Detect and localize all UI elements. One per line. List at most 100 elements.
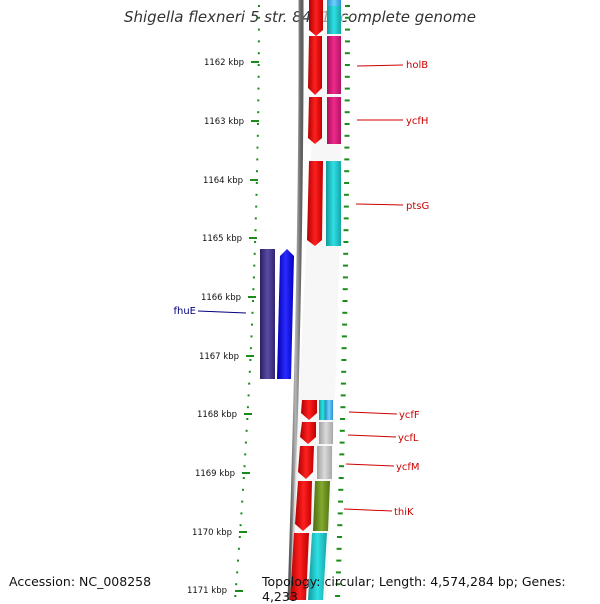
scale-dot: [234, 595, 237, 597]
gene-label-holB[interactable]: holB: [406, 60, 428, 71]
cog-track: [308, 0, 341, 600]
scale-dot: [244, 441, 247, 444]
scale-dot: [344, 182, 350, 184]
gene-label-ycfL[interactable]: ycfL: [398, 433, 419, 444]
scale-dot: [257, 87, 260, 90]
gene-label-thiK[interactable]: thiK: [394, 507, 414, 518]
scale-dot: [343, 229, 349, 232]
gene-label-ycfH[interactable]: ycfH: [406, 116, 428, 127]
cog-block-holB: [327, 36, 341, 94]
scale-dot: [345, 40, 350, 43]
scale-dot: [337, 524, 343, 527]
scale-dot: [340, 382, 346, 385]
scale-dot: [257, 28, 260, 31]
accession-text: Accession: NC_008258: [9, 574, 152, 589]
scale-dot: [344, 134, 350, 137]
scale-dot: [255, 205, 258, 208]
scale-dot: [250, 335, 253, 338]
scale-dot: [240, 512, 243, 515]
gene-label-ycfF[interactable]: ycfF: [399, 410, 420, 421]
scale-dot: [242, 488, 244, 491]
scale-dot: [344, 99, 350, 102]
leader-holB: [356, 64, 404, 67]
scale-dot: [257, 52, 260, 55]
ruler-labels: 1162 kbp 1163 kbp 1164 kbp 1165 kbp 1166…: [187, 58, 244, 596]
scale-dot: [252, 300, 254, 302]
scale-dot: [236, 571, 239, 574]
gene-arrow-ycfL: [300, 422, 316, 444]
scale-dot: [343, 264, 348, 267]
leader-ptsG: [355, 203, 404, 206]
gene-labels: holB ycfH ptsG fhuE ycfF ycfL ycfM thiK: [173, 60, 429, 518]
scale-dot: [256, 146, 259, 149]
scale-dot: [342, 288, 348, 291]
reverse-strand-genes: [260, 249, 294, 379]
cog-block-fhuE: [260, 249, 275, 379]
gene-arrow-ycfM: [298, 446, 314, 479]
scale-dot: [235, 583, 238, 586]
scale-dot: [339, 429, 345, 432]
scale-dot: [251, 311, 254, 314]
scale-dot: [253, 252, 256, 255]
leader-thiK: [343, 508, 393, 512]
tick-label-1168: 1168 kbp: [197, 410, 237, 420]
tick-label-1169: 1169 kbp: [195, 469, 235, 479]
scale-dot: [344, 52, 350, 55]
scale-dot: [246, 406, 249, 409]
scale-dot: [246, 418, 249, 420]
scale-dot: [254, 229, 257, 232]
scale-dot: [344, 111, 350, 114]
gene-arrow-fhuE: [277, 249, 294, 379]
scale-dot: [242, 477, 245, 479]
cog-block-ycfF-b: [325, 400, 333, 420]
tick-label-1171: 1171 kbp: [187, 586, 227, 596]
tick-label-1165: 1165 kbp: [202, 234, 242, 244]
cog-block-thiK: [313, 481, 330, 531]
scale-dot: [256, 170, 258, 173]
scale-dot: [335, 583, 341, 586]
scale-dot: [341, 359, 347, 361]
gene-label-fhuE[interactable]: fhuE: [173, 306, 196, 317]
ruler-ticks: [235, 61, 259, 592]
leader-ycfF: [348, 411, 398, 415]
tick-label-1163: 1163 kbp: [204, 117, 244, 127]
leader-fhuE: [197, 310, 247, 314]
cog-block-ycfL: [319, 422, 333, 444]
scale-dot: [343, 241, 349, 243]
scale-dot: [344, 123, 350, 125]
scale-dot: [343, 193, 349, 196]
scale-dot: [256, 158, 259, 161]
scale-dot: [342, 300, 348, 302]
scale-dot: [343, 252, 349, 255]
tick-label-1162: 1162 kbp: [204, 58, 244, 68]
scale-dot: [238, 536, 241, 538]
scale-dot: [254, 241, 257, 243]
gene-arrow-bottom: [290, 533, 309, 600]
leader-ycfM: [345, 463, 395, 467]
cog-block-ycfF-a: [319, 400, 326, 420]
scale-dot: [341, 370, 347, 373]
scale-dot: [344, 158, 350, 161]
scale-dot: [342, 323, 348, 326]
gene-label-ptsG[interactable]: ptsG: [406, 201, 429, 212]
scale-dot: [340, 418, 346, 420]
scale-dot: [257, 40, 260, 43]
scale-dot: [343, 205, 349, 208]
scale-dot: [258, 16, 260, 19]
genome-backbone: [287, 0, 304, 600]
scale-dot: [249, 359, 252, 361]
scale-dot: [345, 28, 350, 31]
scale-dot: [344, 146, 350, 149]
gene-label-ycfM[interactable]: ycfM: [396, 462, 420, 473]
forward-strand-genes: [290, 0, 323, 600]
cog-block-bottom: [308, 533, 327, 600]
scale-dot: [241, 500, 244, 503]
scale-dot: [338, 488, 344, 491]
gene-arrow-ycfF: [301, 400, 317, 420]
gene-arrow-ptsG: [307, 161, 323, 246]
leader-ycfL: [347, 434, 397, 438]
scale-dot: [344, 75, 350, 78]
scale-dot: [337, 536, 342, 538]
cog-block-ycfH: [327, 97, 341, 144]
